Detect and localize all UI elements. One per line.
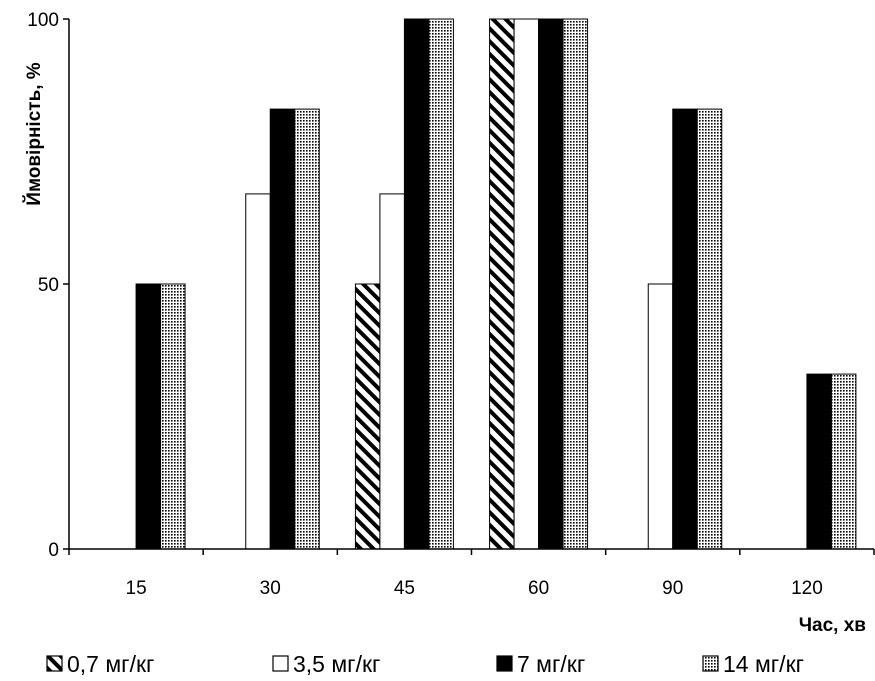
x-ticks-group: 15 30 45 60 90 120 (68, 549, 875, 599)
legend-label-3: 7 мг/кг (517, 651, 585, 677)
x-tick-label: 30 (260, 578, 281, 599)
bar-60-series-3 (538, 18, 564, 550)
bars-group (135, 18, 857, 550)
bar-45-series-3 (403, 18, 430, 550)
y-tick-label: 0 (48, 540, 59, 561)
x-tick-label: 60 (528, 578, 549, 599)
bar-90-series-3 (672, 108, 698, 550)
y-axis-title: Ймовірність, % (23, 62, 45, 205)
bar-45-series-4 (428, 18, 454, 550)
bar-30-series-4 (294, 108, 320, 550)
bar-60-series-2 (513, 18, 540, 550)
legend-swatch-1 (46, 655, 63, 672)
y-tick-label: 100 (27, 10, 59, 31)
bar-120-series-4 (830, 373, 857, 550)
legend-label-2: 3,5 мг/кг (293, 651, 380, 677)
bar-45-series-1 (354, 283, 381, 550)
legend-swatch-4 (702, 655, 719, 672)
bar-120-series-3 (806, 373, 832, 550)
bar-90-series-4 (696, 108, 723, 550)
bar-30-series-2 (245, 193, 271, 550)
y-ticks-group: 0 50 100 (27, 10, 69, 561)
legend-label-1: 0,7 мг/кг (67, 651, 154, 677)
x-axis-title: Час, хв (799, 615, 866, 636)
legend-swatch-3 (496, 655, 513, 672)
x-tick-label: 120 (791, 578, 823, 599)
bar-15-series-3 (135, 283, 162, 550)
axes-group (68, 19, 874, 550)
bar-45-series-2 (379, 193, 405, 550)
legend: 0,7 мг/кг 3,5 мг/кг 7 мг/кг 14 мг/кг (46, 651, 804, 677)
bar-30-series-3 (269, 108, 296, 550)
x-tick-label: 90 (662, 578, 683, 599)
bar-15-series-4 (160, 283, 186, 550)
x-tick-label: 15 (126, 578, 147, 599)
bar-90-series-2 (647, 283, 674, 550)
bar-60-series-4 (562, 18, 589, 550)
y-tick-label: 50 (38, 275, 59, 296)
x-tick-label: 45 (394, 578, 415, 599)
legend-label-4: 14 мг/кг (723, 651, 804, 677)
bar-60-series-1 (489, 18, 515, 550)
legend-swatch-2 (272, 655, 289, 672)
